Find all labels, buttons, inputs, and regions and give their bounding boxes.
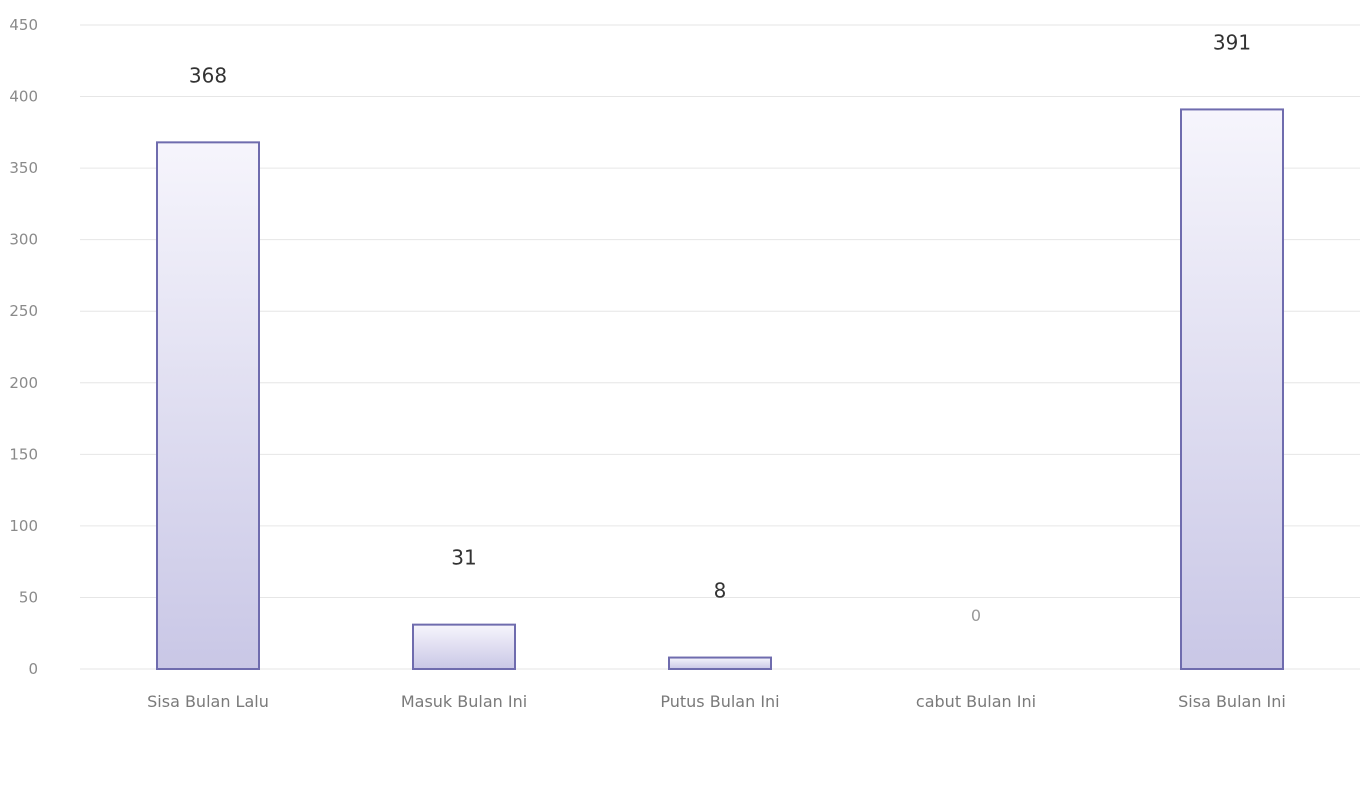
category-label-0: Sisa Bulan Lalu (147, 692, 269, 711)
bars (156, 108, 1284, 671)
gridlines (80, 24, 1360, 670)
x-axis-labels: Sisa Bulan Lalu Masuk Bulan Ini Putus Bula… (147, 692, 1286, 711)
bar-1 (412, 623, 516, 671)
category-label-4: Sisa Bulan Ini (1178, 692, 1286, 711)
data-labels: 368 31 8 0 391 (189, 30, 1251, 625)
y-tick-label: 400 (9, 88, 38, 106)
y-tick-label: 0 (28, 660, 38, 678)
y-tick-label: 450 (9, 16, 38, 34)
y-tick-label: 200 (9, 374, 38, 392)
y-tick-label: 300 (9, 231, 38, 249)
y-tick-label: 150 (9, 445, 38, 463)
data-label-3: 0 (971, 606, 981, 625)
y-tick-label: 250 (9, 302, 38, 320)
data-label-0: 368 (189, 63, 227, 87)
category-label-1: Masuk Bulan Ini (401, 692, 527, 711)
bar-2 (668, 656, 772, 670)
bar-0 (156, 141, 260, 670)
y-tick-label: 50 (19, 588, 38, 606)
data-label-1: 31 (451, 546, 476, 570)
y-tick-label: 350 (9, 159, 38, 177)
y-axis-ticks: 0 50 100 150 200 250 300 350 400 450 (9, 16, 38, 678)
data-label-4: 391 (1213, 30, 1251, 54)
category-label-3: cabut Bulan Ini (916, 692, 1036, 711)
category-label-2: Putus Bulan Ini (660, 692, 779, 711)
data-label-2: 8 (714, 579, 727, 603)
bar-4 (1180, 108, 1284, 671)
y-tick-label: 100 (9, 517, 38, 535)
